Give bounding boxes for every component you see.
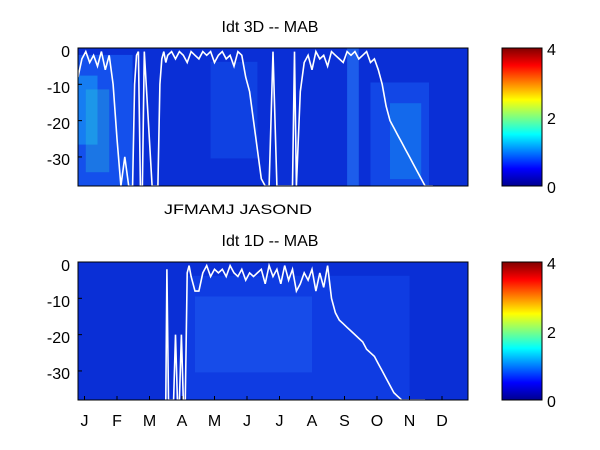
yticks-top: 0 -10 -20 -30 (47, 44, 70, 169)
ytick-top-2: -20 (47, 116, 70, 133)
colorbar-bottom-scale (501, 261, 543, 401)
overlay-line-0 (77, 49, 433, 187)
xtick-bottom-7: A (307, 413, 318, 430)
axes-frame-0 (77, 47, 469, 187)
heatmap-band-1-1 (195, 296, 312, 373)
xtick-bottom-11: D (436, 413, 448, 430)
title-bottom: Idt 1D -- MAB (222, 233, 319, 250)
colorbar-top-tick-4: 4 (547, 42, 556, 59)
heatmap-band-1-0 (187, 275, 410, 400)
xtick-bottom-10: N (404, 413, 416, 430)
xtick-bottom-6: J (276, 413, 284, 430)
colorbar-bottom-tick-4: 4 (547, 256, 556, 273)
xtick-top-months: JFMAMJ JASOND (164, 201, 312, 217)
colorbar-bottom-tick-2: 2 (547, 325, 556, 342)
heatmap-band-0-6 (390, 103, 422, 180)
ytick-top-1: -10 (47, 80, 70, 97)
colorbar-bottom: 4 2 0 (501, 256, 556, 411)
heatmap-band-0-4 (347, 48, 359, 186)
heatmap-band-0-5 (370, 82, 429, 186)
colorbar-bottom-tick-0: 0 (547, 394, 556, 411)
colorbar-top: 4 2 0 (501, 42, 556, 197)
xtick-bottom-5: J (243, 413, 251, 430)
ytick-bottom-3: -30 (47, 366, 70, 383)
yticks-bottom: 0 -10 -20 -30 (47, 258, 70, 383)
xtick-bottom-8: S (339, 413, 350, 430)
xtick-bottom-9: O (371, 413, 383, 430)
colorbar-top-tick-2: 2 (547, 111, 556, 128)
ytick-top-3: -30 (47, 152, 70, 169)
panel-top: Idt 3D -- MAB 0 -10 -20 -30 JFMAMJ JASON… (47, 19, 556, 217)
xtick-bottom-4: M (208, 413, 221, 430)
xtick-bottom-2: M (143, 413, 156, 430)
panel-bottom: Idt 1D -- MAB 0 -10 -20 -30 J F M A M J J A S O N D… (47, 233, 556, 430)
colorbar-top-scale (501, 47, 543, 187)
title-top: Idt 3D -- MAB (222, 19, 319, 36)
heatmap-band-0-2 (85, 89, 110, 173)
heatmap-band-0-3 (210, 61, 258, 159)
heatmap-bottom (77, 261, 469, 401)
ytick-bottom-1: -10 (47, 294, 70, 311)
heatmap-band-0-1 (78, 75, 98, 145)
overlay-line-1 (165, 262, 426, 401)
xtick-bottom-3: A (177, 413, 188, 430)
heatmap-field-1 (78, 262, 468, 400)
axes-frame-1 (77, 261, 469, 401)
ytick-bottom-0: 0 (61, 258, 70, 275)
ytick-top-0: 0 (61, 44, 70, 61)
ytick-bottom-2: -20 (47, 330, 70, 347)
xtick-bottom-1: F (112, 413, 122, 430)
heatmap-top (77, 47, 469, 187)
colorbar-top-tick-0: 0 (547, 180, 556, 197)
xtick-bottom-0: J (81, 413, 89, 430)
